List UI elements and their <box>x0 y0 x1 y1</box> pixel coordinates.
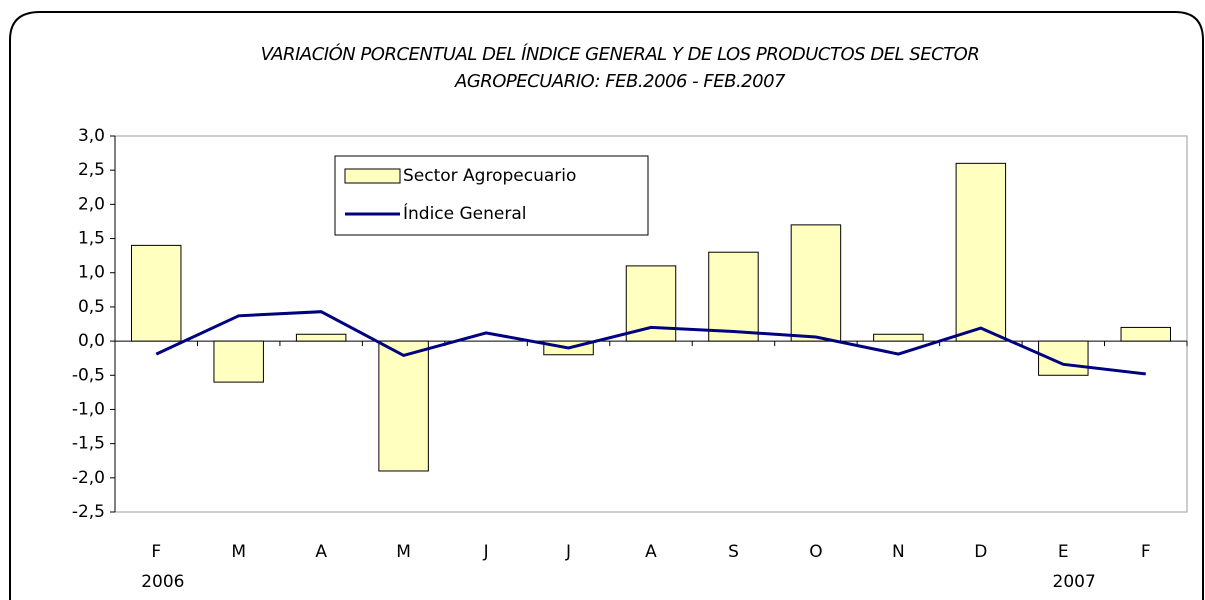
x-tick-label: N <box>892 542 905 562</box>
y-tick-label: -2,0 <box>72 468 105 488</box>
x-tick-label: S <box>728 542 739 562</box>
legend-swatch <box>344 168 401 184</box>
x-tick-label: A <box>315 542 327 562</box>
y-tick-label: 2,5 <box>78 160 105 180</box>
legend-label: Sector Agropecuario <box>403 166 576 186</box>
x-tick-label: M <box>396 542 411 562</box>
year-label: 2006 <box>141 572 184 592</box>
bar <box>378 340 429 472</box>
year-label: 2007 <box>1053 572 1096 592</box>
y-tick-label: 0,0 <box>78 331 105 351</box>
y-tick-label: 2,0 <box>78 194 105 214</box>
chart-frame <box>9 11 1204 600</box>
y-tick-label: 1,5 <box>78 229 105 249</box>
x-tick-label: A <box>645 542 657 562</box>
x-tick-label: F <box>151 542 161 562</box>
line <box>155 310 1146 376</box>
bar <box>708 251 759 342</box>
y-tick-label: -1,5 <box>72 434 105 454</box>
y-tick-label: -2,5 <box>72 502 105 522</box>
y-tick-label: -0,5 <box>72 365 105 385</box>
bar <box>295 333 347 342</box>
y-tick-label: 1,0 <box>78 263 105 283</box>
bar <box>213 340 264 383</box>
x-tick-label: M <box>231 542 246 562</box>
y-tick-label: 0,5 <box>78 297 105 317</box>
y-tick-label: 3,0 <box>78 126 105 146</box>
x-tick-label: D <box>974 542 987 562</box>
legend-label: Índice General <box>403 202 527 224</box>
bar <box>1120 326 1172 342</box>
chart-title: VARIACIÓN PORCENTUAL DEL ÍNDICE GENERAL … <box>261 43 980 65</box>
bar <box>955 162 1007 342</box>
x-tick-label: J <box>565 542 571 562</box>
x-tick-label: O <box>809 542 822 562</box>
x-tick-label: J <box>483 542 489 562</box>
bar <box>790 224 842 342</box>
chart-title: AGROPECUARIO: FEB.2006 - FEB.2007 <box>454 71 786 92</box>
y-tick-label: -1,0 <box>72 399 105 419</box>
x-tick-label: F <box>1141 542 1151 562</box>
bar <box>873 333 924 342</box>
x-tick-label: E <box>1058 542 1069 562</box>
bar <box>625 265 677 342</box>
bar <box>130 244 182 342</box>
